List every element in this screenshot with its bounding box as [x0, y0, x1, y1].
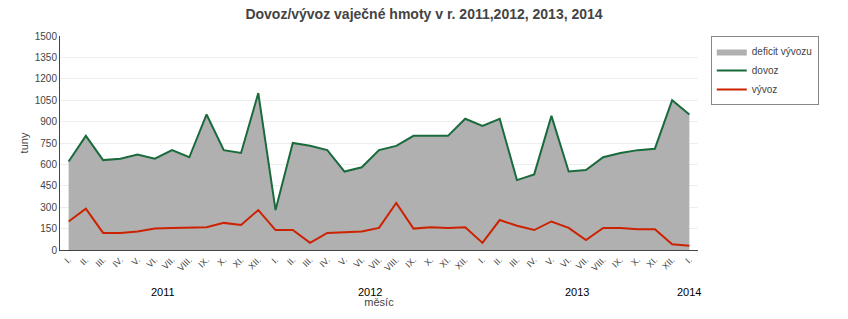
svg-text:IV.: IV.: [525, 255, 539, 269]
svg-text:II.: II.: [285, 255, 297, 267]
svg-text:150: 150: [40, 223, 57, 234]
svg-text:VII.: VII.: [160, 255, 177, 272]
svg-text:XI.: XI.: [645, 255, 660, 270]
svg-text:2011: 2011: [151, 286, 175, 298]
svg-text:X.: X.: [215, 255, 228, 268]
svg-text:0: 0: [51, 245, 57, 256]
svg-text:III.: III.: [507, 255, 521, 269]
svg-text:Dovoz/vývoz vaječné hmoty v r.: Dovoz/vývoz vaječné hmoty v r. 2011,2012…: [245, 6, 602, 22]
svg-text:X.: X.: [422, 255, 435, 268]
svg-text:V.: V.: [130, 255, 143, 268]
svg-text:450: 450: [40, 180, 57, 191]
svg-text:tuny: tuny: [18, 132, 30, 153]
svg-text:VI.: VI.: [351, 255, 366, 270]
svg-text:VI.: VI.: [145, 255, 160, 270]
svg-text:XI.: XI.: [438, 255, 453, 270]
svg-text:IX.: IX.: [403, 255, 418, 270]
svg-text:vývoz: vývoz: [752, 84, 778, 95]
svg-text:měsíc: měsíc: [364, 296, 394, 308]
svg-text:300: 300: [40, 202, 57, 213]
svg-text:750: 750: [40, 138, 57, 149]
svg-text:600: 600: [40, 159, 57, 170]
svg-text:IX.: IX.: [196, 255, 211, 270]
svg-text:XII.: XII.: [453, 255, 470, 272]
svg-text:1050: 1050: [35, 95, 58, 106]
svg-text:I.: I.: [270, 255, 281, 266]
svg-text:IV.: IV.: [111, 255, 125, 269]
svg-text:IX.: IX.: [610, 255, 625, 270]
svg-text:VII.: VII.: [367, 255, 384, 272]
svg-text:XI.: XI.: [231, 255, 246, 270]
svg-text:VIII.: VIII.: [382, 255, 400, 273]
svg-text:XII.: XII.: [246, 255, 263, 272]
svg-text:900: 900: [40, 116, 57, 127]
svg-text:I.: I.: [63, 255, 74, 266]
svg-text:dovoz: dovoz: [752, 65, 779, 76]
svg-text:I.: I.: [476, 255, 487, 266]
svg-text:V.: V.: [544, 255, 557, 268]
svg-text:deficit vývozu: deficit vývozu: [752, 46, 812, 57]
svg-text:III.: III.: [300, 255, 314, 269]
svg-text:VIII.: VIII.: [589, 255, 607, 273]
svg-text:I.: I.: [683, 255, 694, 266]
svg-text:1500: 1500: [35, 31, 58, 42]
svg-text:2013: 2013: [565, 286, 589, 298]
svg-text:V.: V.: [337, 255, 350, 268]
svg-text:1200: 1200: [35, 73, 58, 84]
svg-text:X.: X.: [629, 255, 642, 268]
svg-text:VI.: VI.: [558, 255, 573, 270]
svg-text:II.: II.: [492, 255, 504, 267]
svg-text:1350: 1350: [35, 52, 58, 63]
svg-text:2012: 2012: [358, 286, 382, 298]
svg-text:VII.: VII.: [574, 255, 591, 272]
svg-text:2014: 2014: [677, 286, 701, 298]
svg-text:IV.: IV.: [318, 255, 332, 269]
svg-text:II.: II.: [78, 255, 90, 267]
svg-text:VIII.: VIII.: [176, 255, 194, 273]
svg-text:XII.: XII.: [660, 255, 677, 272]
svg-text:III.: III.: [94, 255, 108, 269]
